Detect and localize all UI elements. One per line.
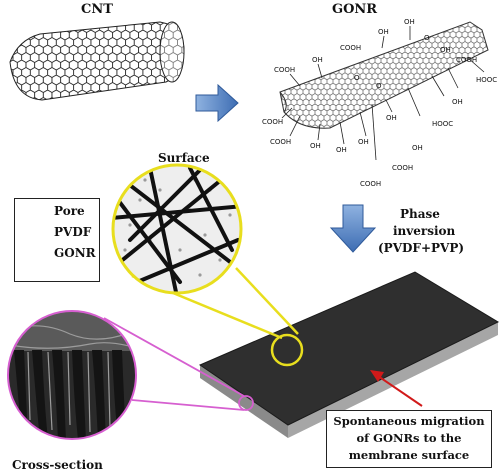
legend-pvdf-label: PVDF <box>54 225 92 239</box>
group-oh-9: OH <box>452 98 463 106</box>
legend-gonr-label: GONR <box>54 246 96 260</box>
migration-line1: Spontaneous migration <box>333 414 485 428</box>
group-cooh-6: COOH <box>456 56 477 64</box>
group-o-2: O <box>376 82 382 90</box>
group-hooc-1: HOOC <box>432 120 453 128</box>
cross-section-zoom <box>7 310 137 440</box>
migration-line3: membrane surface <box>348 448 470 462</box>
group-cooh-2: COOH <box>340 44 361 52</box>
group-o-1: O <box>354 74 360 82</box>
group-oh-2: OH <box>378 28 389 36</box>
functional-group-labels: COOH OH COOH OH OH O O O COOH COOH OH OH… <box>262 18 497 188</box>
surface-label: Surface <box>158 151 210 165</box>
migration-line2: of GONRs to the <box>356 431 462 445</box>
cross-section-label: Cross-section <box>12 458 103 472</box>
group-cooh-4: COOH <box>270 138 291 146</box>
group-cooh-1: COOH <box>274 66 295 74</box>
group-oh-7: OH <box>386 114 397 122</box>
functional-group-bonds <box>281 26 485 161</box>
group-oh-8: OH <box>412 144 423 152</box>
group-hooc-2: HOOC <box>476 76 497 84</box>
cross-section-zoom-connector <box>103 317 254 411</box>
legend-pore-label: Pore <box>54 204 85 218</box>
group-oh-4: OH <box>310 142 321 150</box>
group-o-3: O <box>424 34 430 42</box>
group-oh-5: OH <box>336 146 347 154</box>
phase-inversion-line3: (PVDF+PVP) <box>378 241 465 255</box>
group-cooh-3: COOH <box>262 118 283 126</box>
group-oh-1: OH <box>312 56 323 64</box>
phase-inversion-line2: inversion <box>393 224 456 238</box>
phase-inversion-line1: Phase <box>400 207 440 221</box>
group-oh-6: OH <box>358 138 369 146</box>
group-cooh-5: COOH <box>360 180 381 188</box>
group-oh-3: OH <box>404 18 415 26</box>
migration-note: Spontaneous migration of GONRs to the me… <box>326 410 492 468</box>
down-arrow-icon <box>329 204 377 253</box>
group-cooh-7: COOH <box>392 164 413 172</box>
right-arrow-icon <box>195 83 239 123</box>
legend-box <box>14 198 100 282</box>
cnt-title: CNT <box>81 2 113 17</box>
group-oh-10: OH <box>440 46 451 54</box>
surface-zoom <box>111 163 243 295</box>
migration-arrow-icon <box>370 370 423 407</box>
gonr-title: GONR <box>332 2 378 17</box>
cnt-tube <box>9 21 185 101</box>
